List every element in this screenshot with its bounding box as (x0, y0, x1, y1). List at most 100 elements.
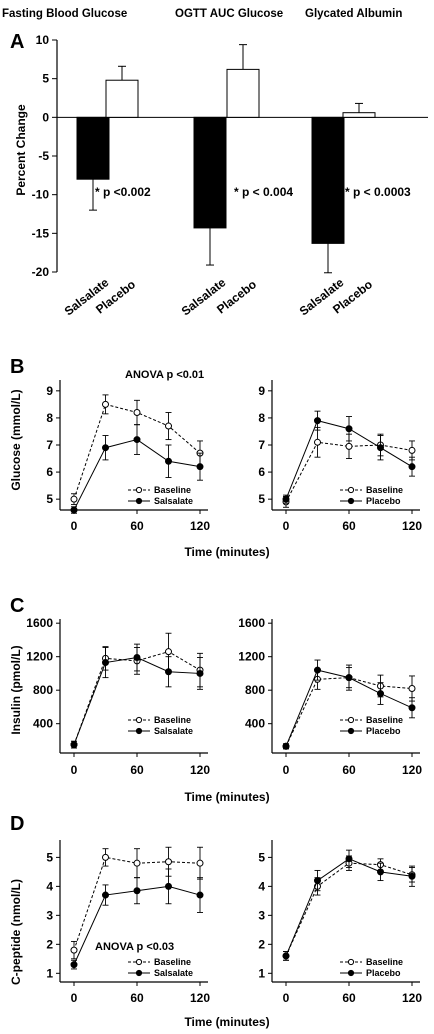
data-point-placebo (377, 868, 384, 876)
x-tick-label: 0 (283, 519, 290, 533)
y-tick-label: 6 (258, 465, 265, 479)
data-point-baseline (70, 946, 78, 954)
xlabel-c: Time (minutes) (184, 790, 269, 804)
p-value-annotation: * p <0.002 (95, 185, 151, 199)
legend-marker (347, 727, 355, 735)
data-point-placebo (377, 690, 384, 698)
bar-placebo (226, 68, 260, 118)
legend-label: Baseline (154, 485, 191, 495)
data-point-salsalate (165, 882, 172, 890)
y-tick-label: 800 (245, 683, 265, 697)
legend-label: Salsalate (154, 726, 193, 736)
series-line-baseline (73, 651, 201, 745)
y-tick-label: 4 (258, 879, 265, 893)
series-line-placebo (285, 858, 413, 957)
data-point-salsalate (196, 891, 204, 899)
legend-label: Baseline (154, 957, 191, 967)
panel-label-d: D (10, 813, 24, 835)
x-tick-label: 60 (130, 519, 144, 533)
y-tick-label: 1600 (238, 616, 265, 630)
legend-label: Placebo (366, 726, 401, 736)
bar-placebo (342, 112, 376, 118)
legend-label: Salsalate (154, 496, 193, 506)
y-tick-label: 5 (258, 850, 265, 864)
panel-label-c: C (10, 595, 24, 617)
x-tick-label: 60 (342, 991, 356, 1005)
y-tick-label: 2 (258, 937, 265, 951)
y-tick-label: 3 (258, 908, 265, 922)
legend-label: Baseline (366, 715, 403, 725)
y-tick-label-a: -20 (32, 265, 50, 279)
legend-marker (135, 497, 143, 505)
data-point-salsalate (165, 457, 172, 465)
data-point-placebo (408, 463, 416, 471)
data-point-placebo (408, 704, 416, 712)
x-tick-label: 120 (190, 519, 210, 533)
data-point-salsalate (70, 506, 78, 514)
series-line-baseline (73, 856, 201, 951)
y-tick-label: 1600 (26, 616, 53, 630)
y-tick-label-a: 10 (36, 33, 50, 47)
y-tick-label: 4 (46, 879, 53, 893)
y-tick-label: 9 (46, 384, 53, 398)
y-tick-label: 7 (46, 438, 53, 452)
data-point-baseline (102, 400, 109, 408)
x-tick-label: 0 (71, 763, 78, 777)
data-point-placebo (408, 872, 416, 880)
y-tick-label: 9 (258, 384, 265, 398)
data-point-salsalate (102, 891, 109, 899)
y-tick-label: 8 (46, 411, 53, 425)
legend-label: Baseline (154, 715, 191, 725)
data-point-salsalate (196, 463, 204, 471)
y-tick-label: 800 (33, 683, 53, 697)
y-tick-label-a: 5 (42, 72, 49, 86)
legend-marker (135, 716, 143, 724)
data-point-baseline (102, 853, 109, 861)
data-point-baseline (345, 442, 353, 450)
data-point-salsalate (196, 669, 204, 677)
x-tick-label: 120 (402, 763, 422, 777)
data-point-baseline (314, 438, 321, 446)
data-point-placebo (314, 666, 321, 674)
xlabel-d: Time (minutes) (184, 1015, 269, 1029)
group-title-3: Glycated Albumin (305, 8, 402, 20)
y-tick-label: 1 (46, 966, 53, 980)
group-title-2: OGTT AUC Glucose (175, 8, 283, 20)
legend-marker (135, 958, 143, 966)
y-tick-label-a: -5 (38, 149, 49, 163)
bar-salsalate (76, 116, 110, 180)
ylabel-b: Glucose (mmol/L) (9, 389, 23, 490)
x-tick-label: 0 (283, 991, 290, 1005)
data-point-salsalate (133, 654, 141, 662)
legend-marker (347, 497, 355, 505)
data-point-placebo (345, 674, 353, 682)
data-point-baseline (408, 685, 416, 693)
legend-marker (347, 486, 355, 494)
y-tick-label: 3 (46, 908, 53, 922)
legend-marker (347, 958, 355, 966)
p-value-annotation: * p < 0.0003 (345, 185, 411, 199)
y-tick-label: 1 (258, 966, 265, 980)
x-tick-label: 120 (402, 991, 422, 1005)
ylabel-d: C-peptide (nmol/L) (9, 879, 23, 985)
legend-label: Placebo (366, 968, 401, 978)
data-point-baseline (165, 422, 172, 430)
bar-salsalate (311, 116, 345, 244)
data-point-placebo (314, 417, 321, 425)
data-point-baseline (408, 446, 416, 454)
data-point-baseline (165, 858, 172, 866)
anova-annotation: ANOVA p <0.03 (95, 941, 174, 953)
y-tick-label: 6 (46, 465, 53, 479)
y-tick-label: 7 (258, 438, 265, 452)
anova-annotation: ANOVA p <0.01 (125, 369, 204, 381)
x-tick-label: 60 (130, 763, 144, 777)
x-tick-label: 120 (190, 763, 210, 777)
x-tick-label: 0 (283, 763, 290, 777)
x-tick-label: 60 (342, 519, 356, 533)
y-tick-label: 400 (245, 717, 265, 731)
x-tick-label: 120 (190, 991, 210, 1005)
y-tick-label-a: 0 (42, 110, 49, 124)
